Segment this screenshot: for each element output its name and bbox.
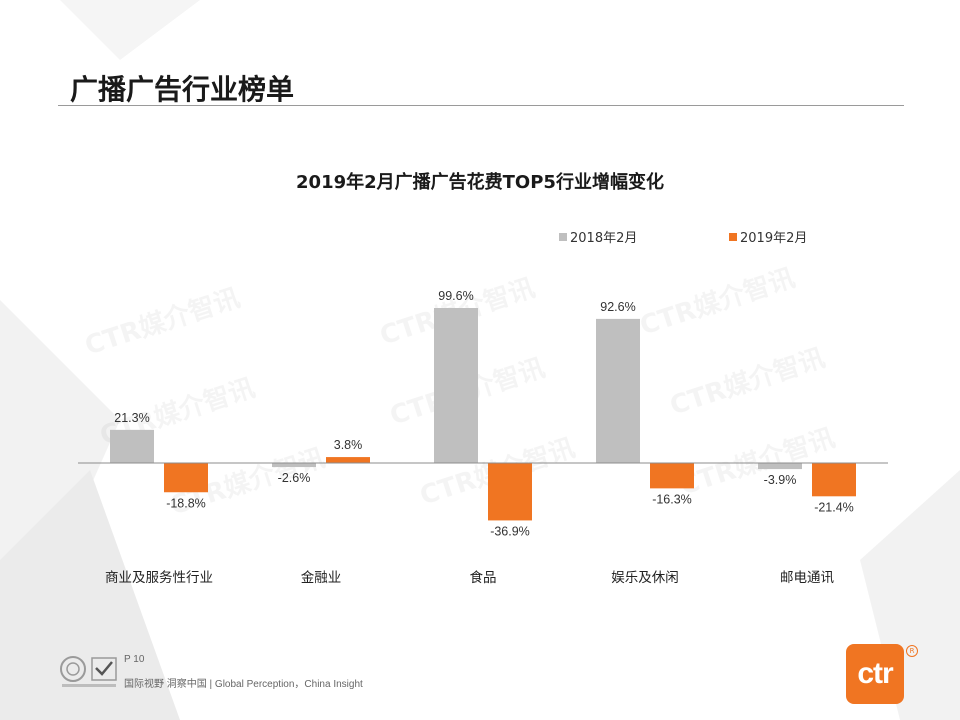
bar [326, 457, 370, 463]
data-label: 21.3% [114, 411, 149, 425]
bar [650, 463, 694, 489]
page-title: 广播广告行业榜单 [70, 73, 295, 106]
data-label: -36.9% [490, 524, 530, 538]
bar [110, 429, 154, 463]
category-label: 邮电通讯 [780, 570, 834, 586]
watermark-text: CTR媒介智讯 [81, 283, 243, 361]
data-label: 99.6% [438, 289, 473, 303]
data-label: 92.6% [600, 300, 635, 314]
bar [488, 463, 532, 521]
data-label: -21.4% [814, 500, 854, 514]
category-label: 金融业 [301, 570, 342, 586]
title-divider [58, 105, 904, 106]
legend-label: 2019年2月 [740, 231, 807, 246]
bar [164, 463, 208, 493]
data-label: 3.8% [334, 438, 363, 452]
chart-title: 2019年2月广播广告花费TOP5行业增幅变化 [296, 172, 664, 193]
bar [434, 308, 478, 463]
registered-mark-icon: R [906, 645, 918, 657]
category-label: 商业及服务性行业 [105, 570, 213, 586]
ctr-logo-icon: ctr [846, 644, 904, 704]
data-label: -3.9% [764, 473, 797, 487]
page-number: P 10 [124, 654, 145, 665]
legend-swatch [559, 233, 567, 241]
footer-tagline: 国际视野 洞察中国 | Global Perception，China Insi… [124, 679, 363, 690]
legend-swatch [729, 233, 737, 241]
bar [812, 463, 856, 497]
category-label: 食品 [470, 569, 497, 586]
data-label: -2.6% [278, 471, 311, 485]
bar [758, 463, 802, 470]
data-label: -18.8% [166, 496, 206, 510]
certification-logo-icon [60, 656, 117, 687]
legend-label: 2018年2月 [570, 231, 637, 246]
watermark-text: CTR媒介智讯 [636, 263, 798, 341]
bar [272, 463, 316, 468]
data-label: -16.3% [652, 492, 692, 506]
category-label: 娱乐及休闲 [611, 570, 679, 586]
watermark-text: CTR媒介智讯 [666, 343, 828, 421]
bar [596, 318, 640, 463]
